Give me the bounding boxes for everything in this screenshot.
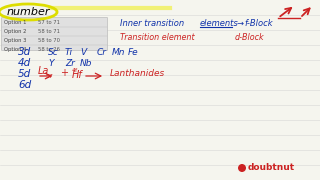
Text: 4f: 4f <box>72 68 78 73</box>
Text: 58 to 70: 58 to 70 <box>38 37 60 42</box>
Text: Cr: Cr <box>97 48 107 57</box>
Text: V: V <box>80 48 86 57</box>
Text: number: number <box>6 7 50 17</box>
Text: f-Block: f-Block <box>244 19 273 28</box>
Text: 57: 57 <box>46 73 54 78</box>
Text: Inner transition: Inner transition <box>120 19 184 28</box>
Text: Option 4: Option 4 <box>4 46 27 51</box>
Text: Transition element: Transition element <box>120 33 195 42</box>
Text: Zr: Zr <box>65 58 75 68</box>
Text: Hf: Hf <box>72 70 83 80</box>
Text: 58 to 71: 58 to 71 <box>38 28 60 33</box>
Text: doubtnut: doubtnut <box>248 163 295 172</box>
Text: Mn: Mn <box>112 48 125 57</box>
Text: Option 1: Option 1 <box>4 19 27 24</box>
Text: Nb: Nb <box>80 58 92 68</box>
FancyBboxPatch shape <box>2 17 108 51</box>
Text: Ti: Ti <box>65 48 73 57</box>
Text: d-Block: d-Block <box>235 33 265 42</box>
Text: Fe: Fe <box>128 48 139 57</box>
Text: 4d: 4d <box>18 58 31 68</box>
Text: Sc: Sc <box>48 48 59 57</box>
Text: →: → <box>236 19 243 28</box>
Text: 6d: 6d <box>18 80 31 90</box>
Text: elements: elements <box>200 19 239 28</box>
Text: Lanthanides: Lanthanides <box>110 69 165 78</box>
Text: La: La <box>38 66 49 76</box>
Text: 57 to 71: 57 to 71 <box>38 19 60 24</box>
Text: Y: Y <box>48 58 53 68</box>
Text: Option 2: Option 2 <box>4 28 27 33</box>
Text: 5d: 5d <box>18 69 31 79</box>
Text: 3d: 3d <box>18 47 31 57</box>
Text: +: + <box>60 68 68 78</box>
Ellipse shape <box>238 164 246 172</box>
Text: 58 to 26: 58 to 26 <box>38 46 60 51</box>
Text: Option 3: Option 3 <box>4 37 27 42</box>
